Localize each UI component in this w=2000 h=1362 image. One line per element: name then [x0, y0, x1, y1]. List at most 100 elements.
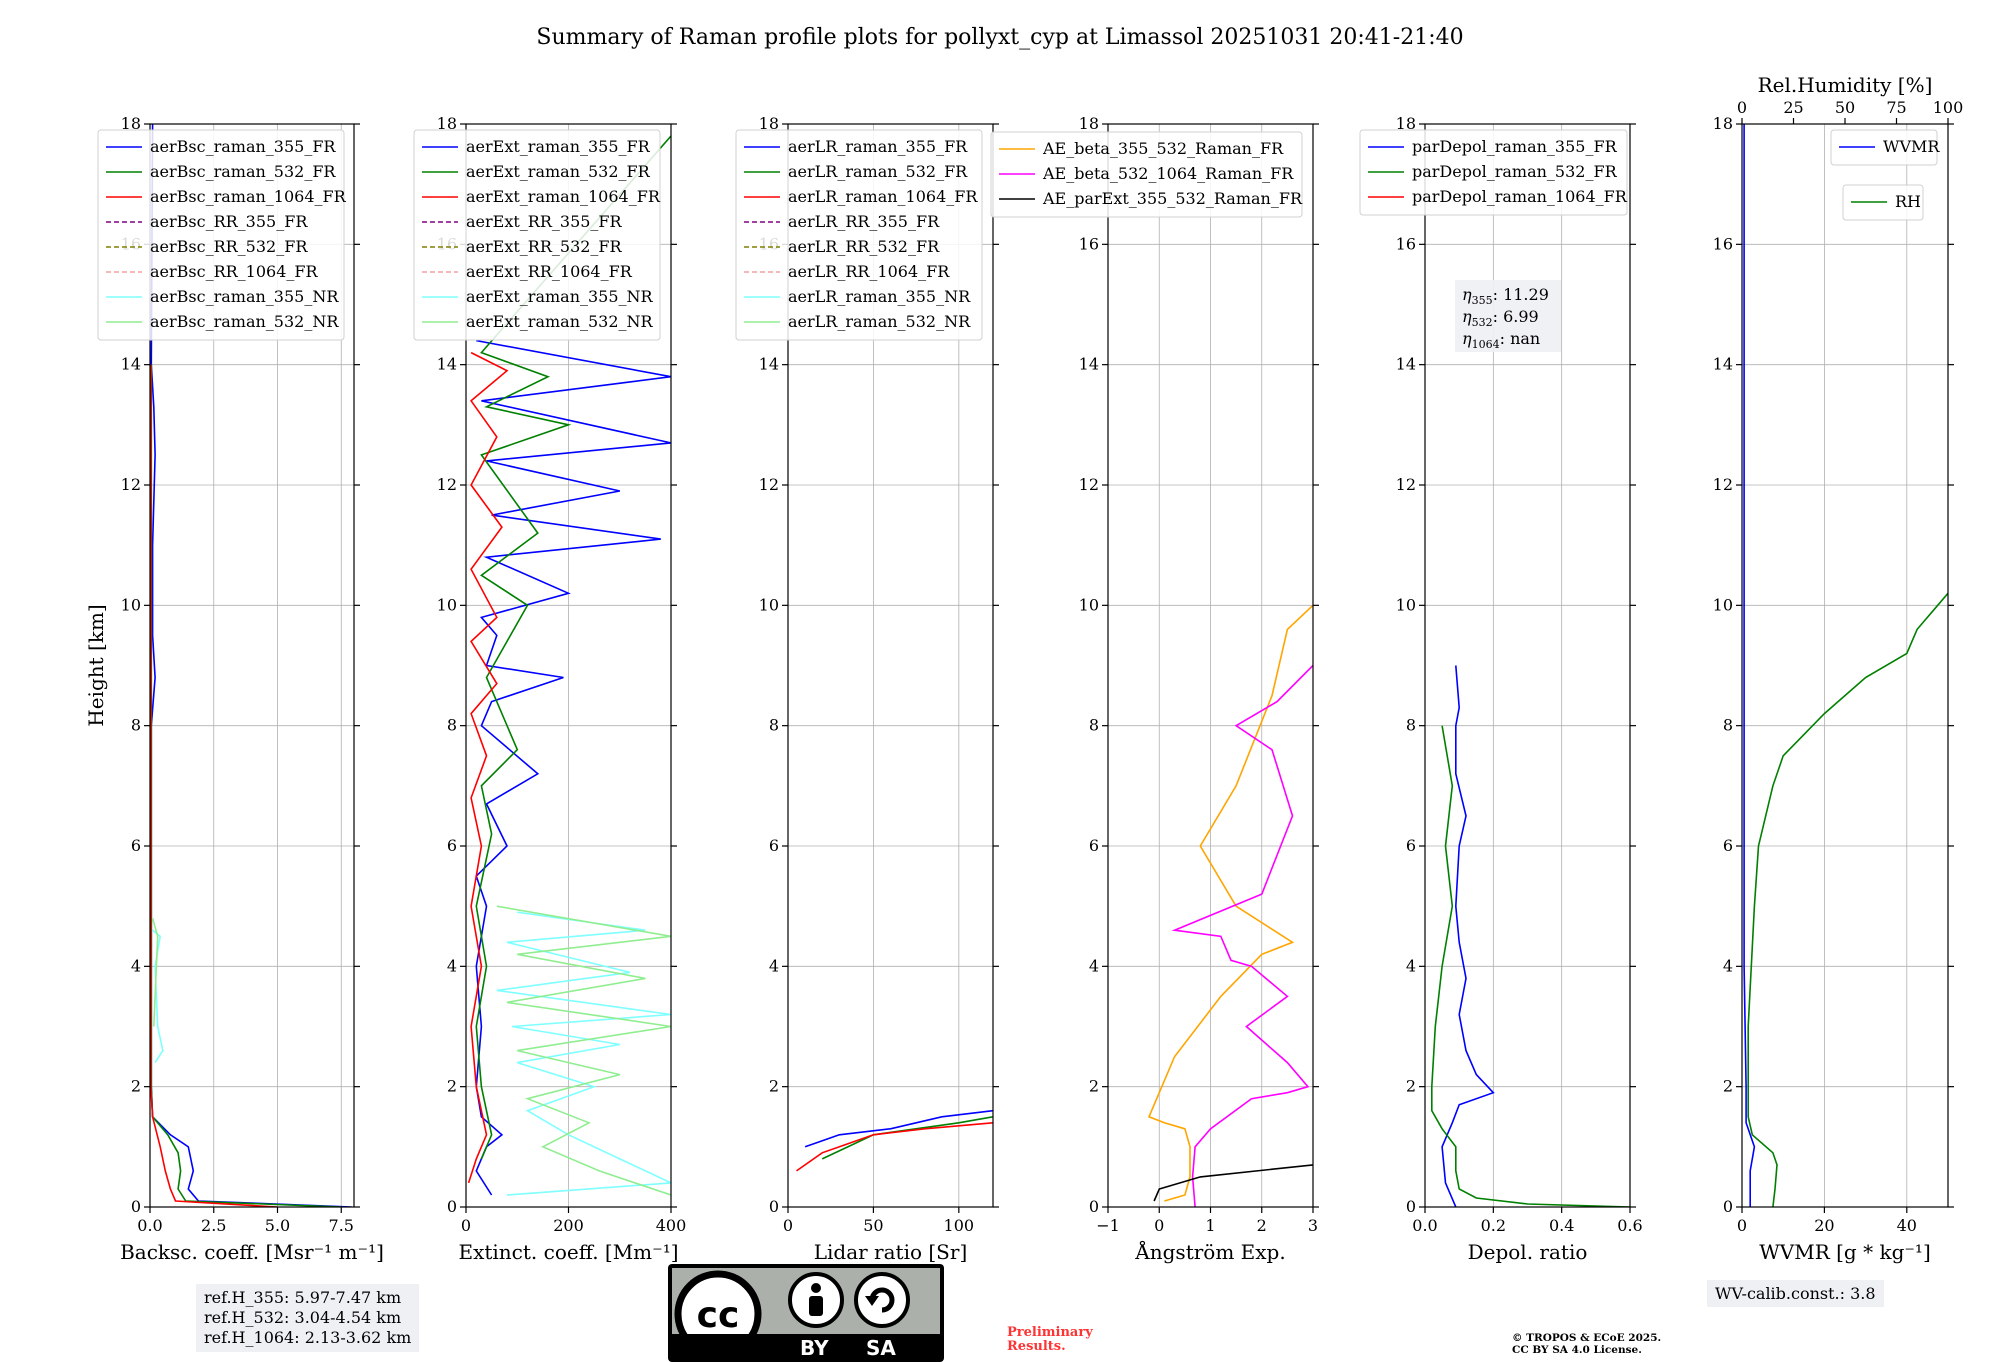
y-tick-label: 8 [769, 716, 779, 735]
y-tick-label: 14 [1079, 355, 1099, 374]
legend-label: aerLR_raman_532_NR [788, 312, 971, 331]
legend-label: aerLR_raman_355_NR [788, 287, 971, 306]
x-tick-label: 0 [1737, 1216, 1747, 1235]
x-tick-label: 7.5 [329, 1216, 354, 1235]
y-tick-label: 8 [1723, 716, 1733, 735]
legend-box [735, 129, 983, 341]
x-tick-label: 0.0 [137, 1216, 162, 1235]
attribution-body-icon [809, 1296, 823, 1316]
series-group-ext [467, 135, 671, 1196]
legend-label: WVMR [1883, 137, 1940, 156]
x-tick-label: 20 [1814, 1216, 1834, 1235]
series-aerBsc_raman_532_NR [151, 917, 159, 1027]
y-tick-label: 18 [759, 114, 779, 133]
legend-label: aerBsc_raman_355_FR [150, 137, 336, 156]
y-tick-label: 8 [1406, 716, 1416, 735]
copyright-line-1: © TROPOS & ECoE 2025. [1512, 1332, 1662, 1344]
top-x-tick-label: 50 [1835, 98, 1855, 117]
y-tick-label: 4 [1406, 956, 1416, 975]
x-tick-label: 200 [553, 1216, 584, 1235]
legend-label: AE_parExt_355_532_Raman_FR [1042, 189, 1303, 208]
top-x-tick-label: 75 [1886, 98, 1906, 117]
eta-box [1455, 280, 1561, 352]
attribution-head-icon [811, 1283, 821, 1293]
y-tick-label: 2 [447, 1077, 457, 1096]
reference-height-box: ref.H_355: 5.97-7.47 km ref.H_532: 3.04-… [196, 1284, 420, 1352]
y-tick-label: 0 [447, 1197, 457, 1216]
axes-frame [1424, 123, 1631, 1208]
x-tick-label: 2.5 [201, 1216, 226, 1235]
legend-label: aerLR_RR_355_FR [788, 212, 940, 231]
legend-box [97, 129, 345, 341]
series-parDepol_raman_532_FR [1431, 725, 1630, 1207]
y-tick-label: 14 [759, 355, 779, 374]
series-aerLR_raman_355_FR [804, 1109, 993, 1148]
legend-label: aerExt_raman_355_NR [466, 287, 654, 306]
y-tick-label: 0 [1089, 1197, 1099, 1216]
series-aerBsc_raman_532_FR [150, 364, 342, 1207]
series-group-bsc [150, 124, 352, 1207]
eta-value: : 11.29 [1493, 285, 1549, 304]
x-tick-label: 40 [1897, 1216, 1917, 1235]
legend-bsc: aerBsc_raman_355_FR aerBsc_raman_532_FRae… [97, 129, 347, 341]
x-tick-label: 3 [1308, 1216, 1318, 1235]
series-aerExt_raman_532_FR [475, 135, 671, 1160]
eta-subscript: 532 [1472, 316, 1493, 329]
x-tick-label: 0 [783, 1216, 793, 1235]
cc-sa-label: SA [866, 1336, 896, 1360]
legend-label: aerLR_RR_1064_FR [788, 262, 950, 281]
legend-label: aerLR_raman_1064_FR [788, 187, 978, 206]
series-group-ae [1147, 604, 1313, 1207]
series-aerBsc_raman_355_NR [152, 929, 164, 1064]
legend-label: aerExt_raman_532_FR [466, 162, 651, 181]
legend-label: aerBsc_raman_1064_FR [150, 187, 347, 206]
series-aerExt_raman_532_NR [496, 905, 671, 1196]
y-tick-label: 12 [121, 475, 141, 494]
legend-rh: RH [1842, 184, 1924, 221]
legend-ext: aerExt_raman_355_FR aerExt_raman_532_FRae… [413, 129, 661, 341]
legend-label: aerExt_RR_1064_FR [466, 262, 633, 281]
series-aerLR_raman_1064_FR [796, 1122, 993, 1172]
copyright-line-2: CC BY SA 4.0 License. [1512, 1344, 1642, 1356]
legend-label: aerBsc_RR_1064_FR [150, 262, 319, 281]
legend-label: aerBsc_RR_355_FR [150, 212, 308, 231]
series-AE_parExt_355_532_Raman_FR [1153, 1164, 1313, 1202]
figure-title: Summary of Raman profile plots for polly… [536, 25, 1463, 50]
x-tick-label: 0 [461, 1216, 471, 1235]
series-AE_beta_355_532_Raman_FR [1147, 604, 1313, 1202]
legend-lr: aerLR_raman_355_FR aerLR_raman_532_FR aerL… [735, 129, 983, 341]
series-WVMR [1743, 124, 1756, 1207]
y-tick-label: 6 [769, 836, 779, 855]
legend-depol: parDepol_raman_355_FR parDepol_raman_532_… [1359, 129, 1628, 216]
legend-box [1359, 129, 1628, 216]
panel-ext: 0246810121416180200400Extinct. coeff. [M… [413, 114, 686, 1264]
series-AE_beta_532_1064_Raman_FR [1171, 664, 1313, 1207]
x-axis-label: Ångström Exp. [1134, 1239, 1285, 1264]
y-axis-label: Height [km] [84, 604, 108, 726]
cc-badge-top: cc [672, 1268, 940, 1358]
x-tick-label: 100 [944, 1216, 975, 1235]
y-tick-label: 2 [1089, 1077, 1099, 1096]
y-tick-label: 8 [1089, 716, 1099, 735]
y-tick-label: 6 [1723, 836, 1733, 855]
series-group-lr [796, 1109, 993, 1172]
series-RH [1747, 592, 1948, 1207]
series-aerExt_raman_355_FR [475, 339, 671, 1196]
legend-label: aerExt_RR_532_FR [466, 237, 623, 256]
ref-height-1064: ref.H_1064: 2.13-3.62 km [204, 1328, 412, 1347]
y-tick-label: 0 [769, 1197, 779, 1216]
series-aerBsc_raman_1064_FR [150, 364, 278, 1207]
legend-label: RH [1895, 192, 1921, 211]
preliminary-line-1: Preliminary [1007, 1325, 1093, 1340]
y-tick-label: 14 [1396, 355, 1416, 374]
x-axis-label: Depol. ratio [1468, 1240, 1588, 1264]
preliminary-note: Preliminary Results. [1007, 1326, 1093, 1354]
x-tick-label: 2 [1257, 1216, 1267, 1235]
legend-label: aerBsc_raman_532_NR [150, 312, 339, 331]
y-tick-label: 12 [1713, 475, 1733, 494]
y-tick-label: 12 [759, 475, 779, 494]
preliminary-line-2: Results. [1007, 1339, 1066, 1354]
y-tick-label: 10 [1079, 595, 1099, 614]
